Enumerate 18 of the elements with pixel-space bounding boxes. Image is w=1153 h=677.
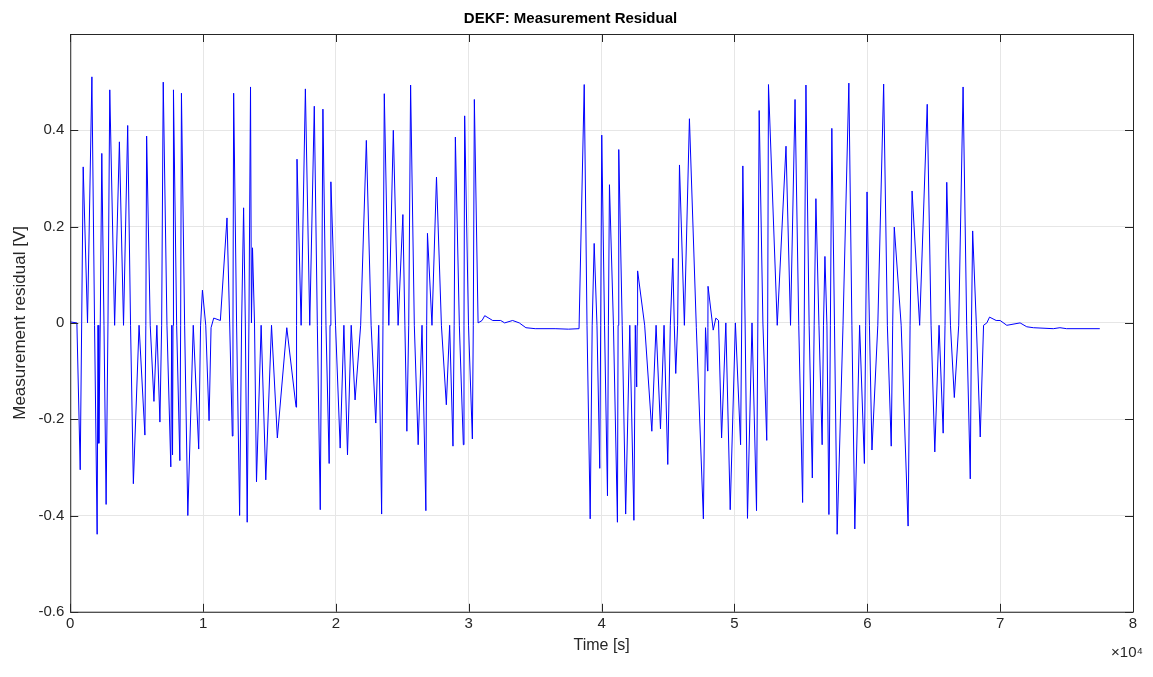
y-tick-label: -0.2: [38, 409, 65, 427]
x-axis-title: Time [s]: [573, 635, 630, 653]
x-tick-label: 5: [730, 613, 739, 631]
x-tick-label: 7: [995, 613, 1005, 631]
chart-title: DEKF: Measurement Residual: [463, 9, 678, 27]
y-tick-label: -0.6: [38, 601, 65, 619]
text: ×10⁴: [1111, 643, 1143, 661]
x-tick-label: 4: [597, 613, 606, 631]
x-tick-label: 2: [331, 613, 341, 631]
y-axis-title: Measurement residual [V]: [9, 226, 29, 420]
x-tick-label: 8: [1128, 613, 1138, 631]
x-tick-label: 3: [464, 613, 473, 631]
y-tick-label: -0.4: [38, 505, 65, 523]
y-tick-label: 0.2: [43, 216, 65, 234]
y-tick-label: 0.4: [43, 120, 65, 138]
y-tick-label: 0: [55, 313, 65, 331]
x-tick-label: 6: [863, 613, 872, 631]
x-tick-label: 1: [198, 613, 208, 631]
